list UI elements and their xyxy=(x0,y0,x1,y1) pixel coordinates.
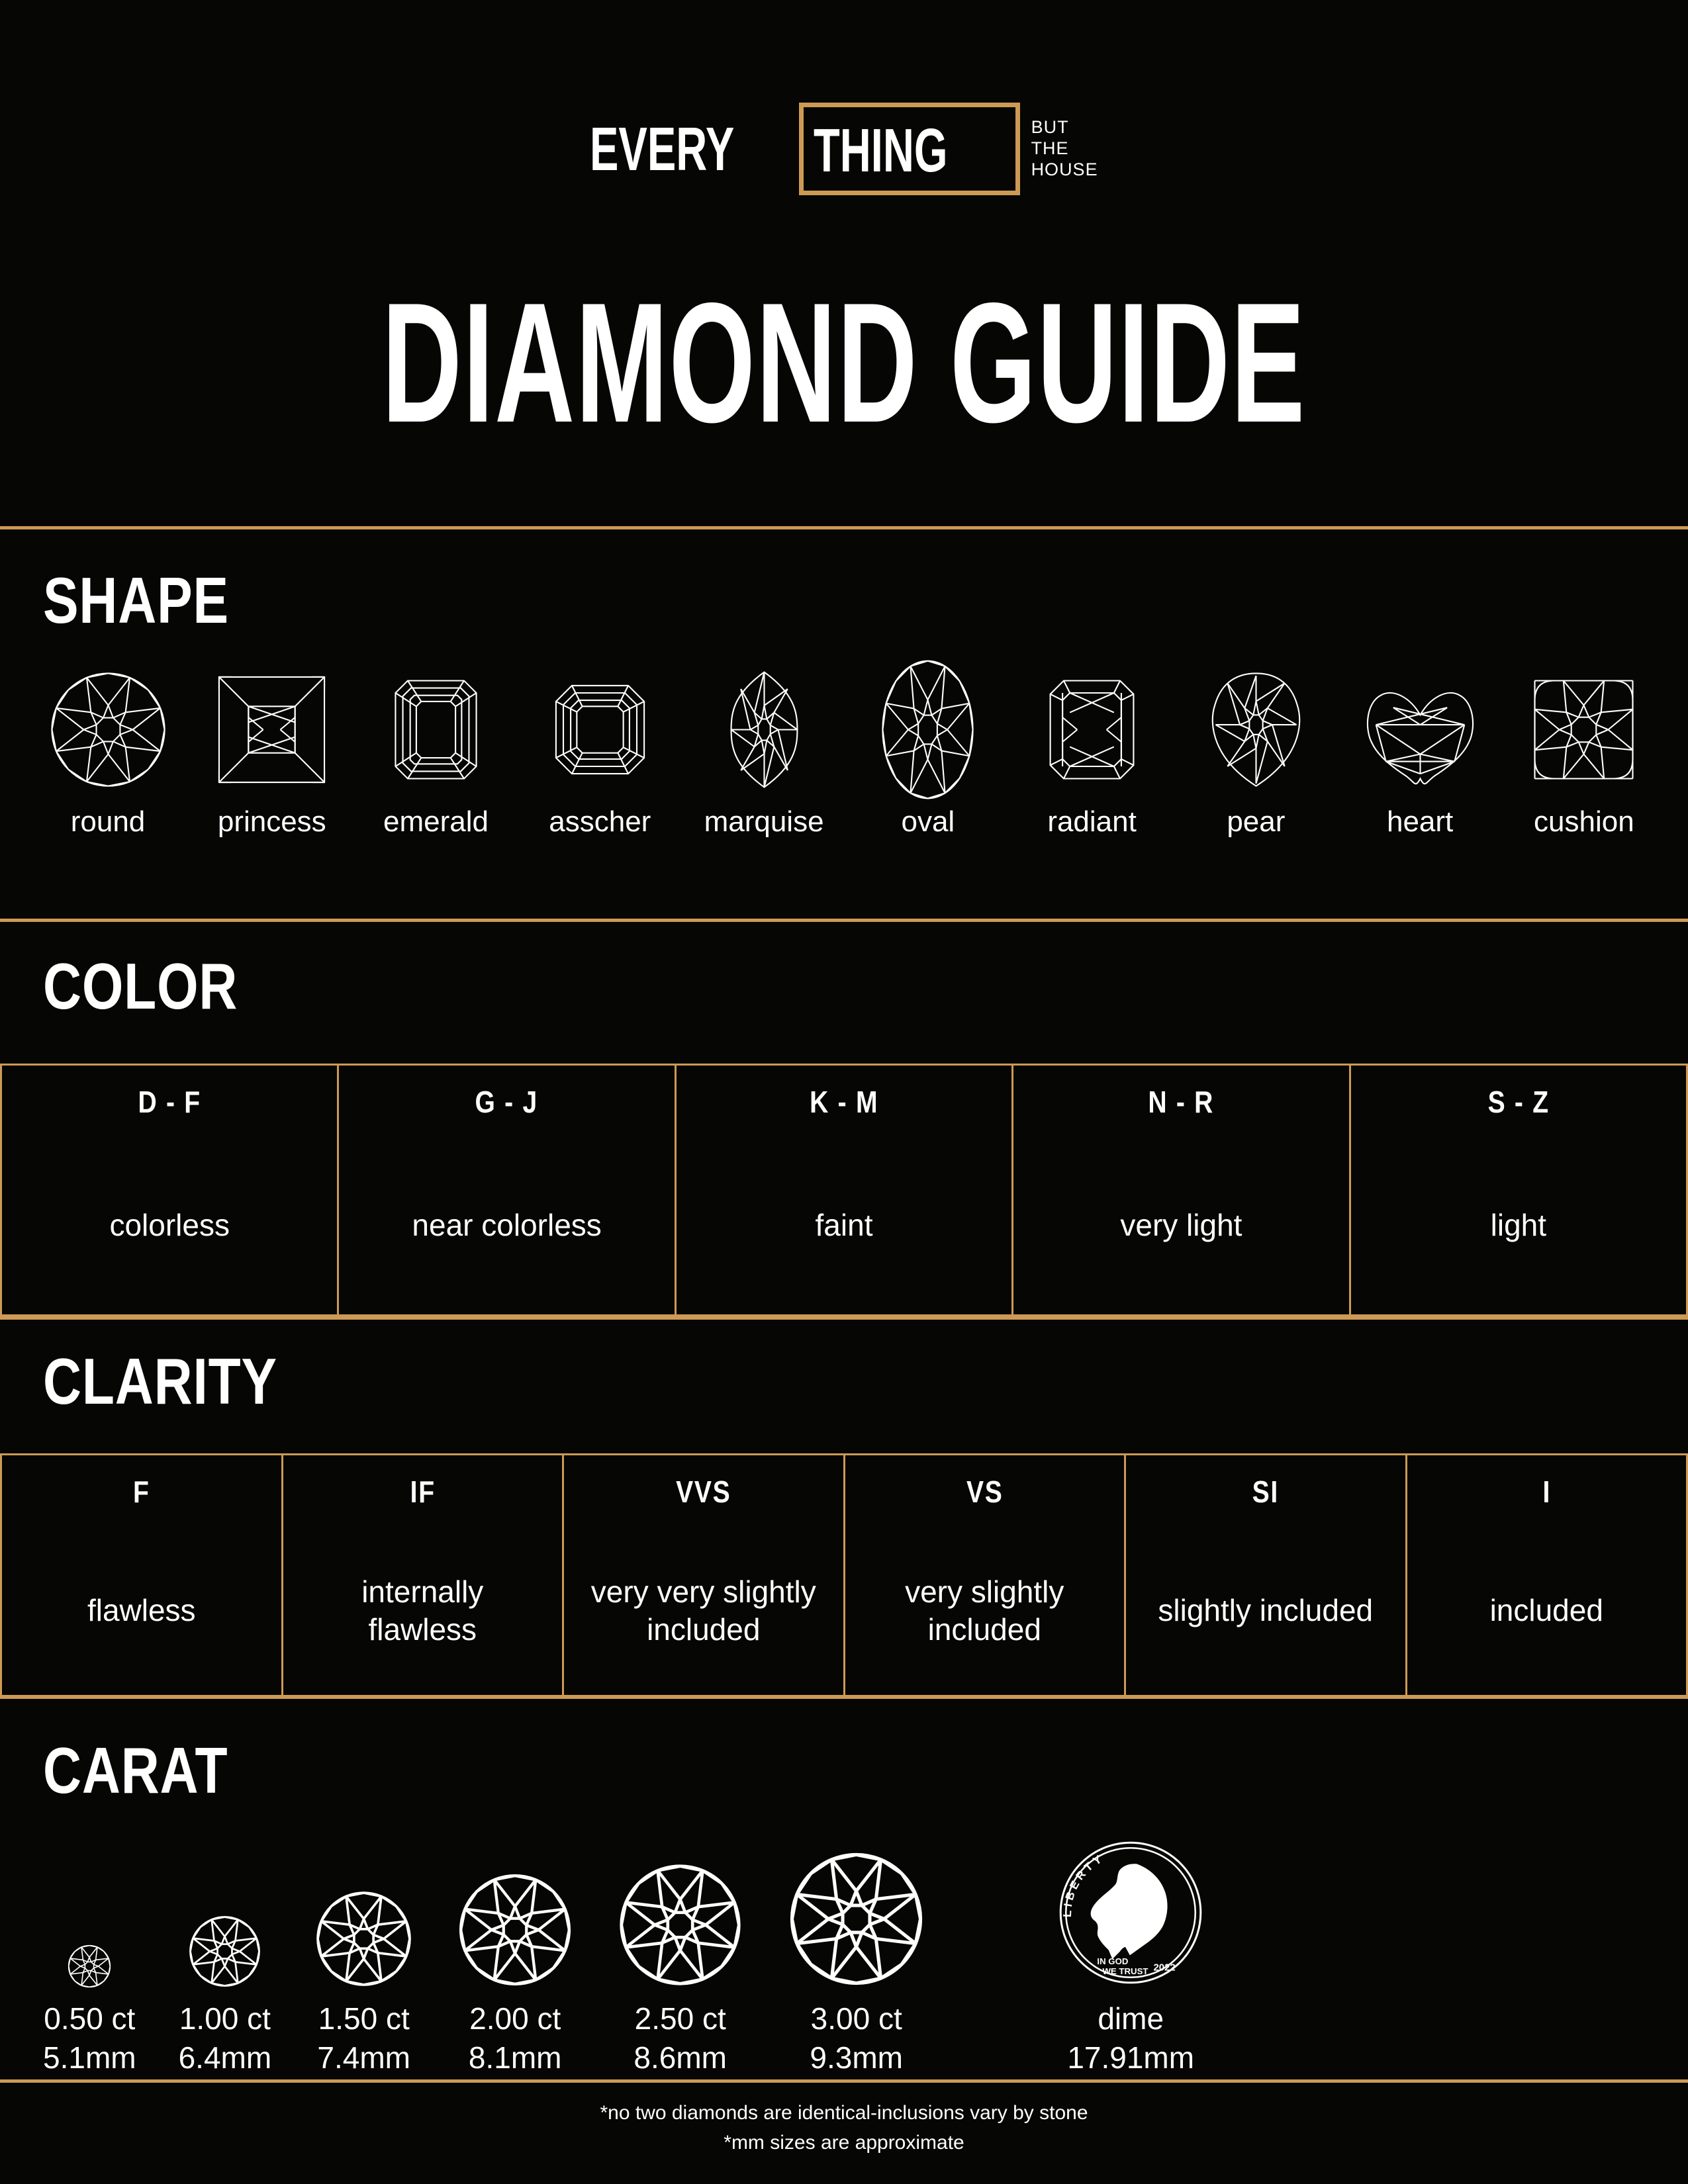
svg-text:IN GOD: IN GOD xyxy=(1098,1956,1129,1966)
svg-text:2022: 2022 xyxy=(1154,1962,1176,1973)
svg-text:WE TRUST: WE TRUST xyxy=(1103,1966,1149,1976)
